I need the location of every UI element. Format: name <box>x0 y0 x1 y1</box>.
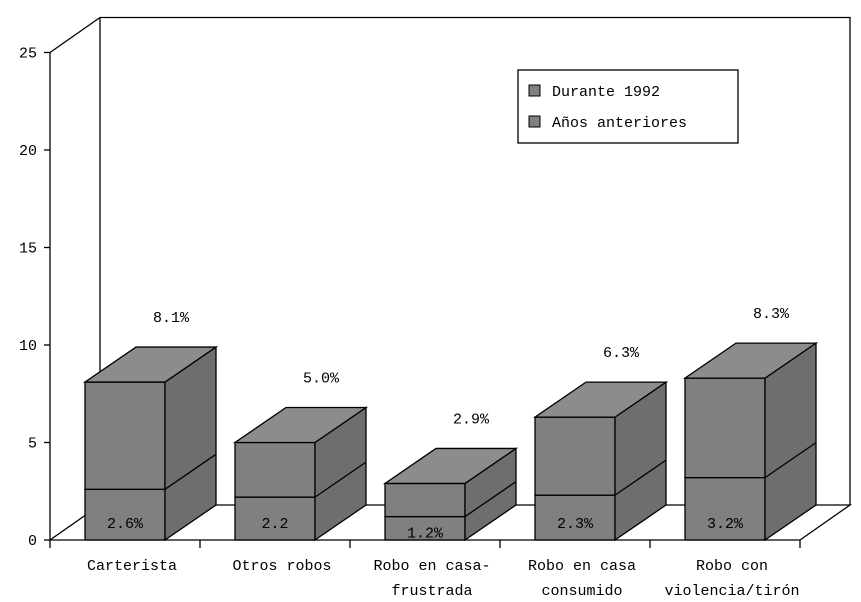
bar-total-label: 6.3% <box>603 345 640 362</box>
bar-side-divider <box>164 453 217 490</box>
x-category-label: violencia/tirón <box>664 583 799 600</box>
bar-bottom-label: 2.6% <box>107 516 144 533</box>
bar-top-face <box>82 346 219 383</box>
bar-side-divider <box>464 481 517 518</box>
y-axis: 0 5 10 15 20 25 <box>19 46 50 550</box>
legend: Durante 1992 Años anteriores <box>517 69 739 144</box>
bar-total-label: 5.0% <box>303 371 340 388</box>
y-tick-label: 15 <box>19 241 37 258</box>
bar-group: 1.2% 2.9% <box>382 411 519 543</box>
bar-group: 2.2 5.0% <box>232 371 369 542</box>
bar-segment-durante-1992 <box>234 441 316 498</box>
legend-box <box>517 69 739 144</box>
bar-segment-durante-1992 <box>534 416 616 496</box>
bar-side-divider <box>614 459 667 496</box>
bar-top-face <box>232 406 369 444</box>
bar-top-face <box>532 381 669 418</box>
bar-side-divider <box>764 442 817 479</box>
legend-swatch-durante-1992 <box>528 84 541 97</box>
x-category-label: frustrada <box>391 583 472 600</box>
bars: 2.6% 8.1% 2.2 5.0% 1.2% 2.9% 2.3% 6.3% 3.2% 8.3% <box>82 306 819 543</box>
bar-side-divider <box>314 461 367 498</box>
x-axis: Carterista Otros robos Robo en casa-frustr… <box>49 540 801 600</box>
legend-label-anos-anteriores: Años anteriores <box>552 115 687 132</box>
bar-bottom-label: 3.2% <box>707 516 744 533</box>
bar-bottom-label: 2.2 <box>261 516 288 533</box>
bar-top-face <box>382 447 519 485</box>
bar-top-face <box>682 342 819 379</box>
y-tick-label: 10 <box>19 338 37 355</box>
legend-swatch-anos-anteriores <box>528 115 541 128</box>
bar-segment-durante-1992 <box>84 381 166 490</box>
legend-label-durante-1992: Durante 1992 <box>552 84 660 101</box>
bar-segment-anos-anteriores <box>684 476 766 541</box>
y-tick-label: 20 <box>19 143 37 160</box>
x-category-label: consumido <box>541 583 622 600</box>
bar-group: 2.3% 6.3% <box>532 345 669 542</box>
bar-total-label: 8.3% <box>753 306 790 323</box>
x-category-label: Otros robos <box>232 558 331 575</box>
y-tick-label: 25 <box>19 46 37 63</box>
bar-bottom-label: 1.2% <box>407 526 444 543</box>
bar-segment-anos-anteriores <box>534 494 616 541</box>
bar-segment-durante-1992 <box>384 482 466 518</box>
bar-total-label: 2.9% <box>453 411 490 428</box>
bar-group: 3.2% 8.3% <box>682 306 819 542</box>
x-category-label: Carterista <box>87 558 177 575</box>
x-category-label: Robo en casa- <box>373 558 490 575</box>
y-tick-label: 0 <box>28 533 37 550</box>
bar-bottom-label: 2.3% <box>557 516 594 533</box>
bar-segment-anos-anteriores <box>234 496 316 541</box>
bar-segment-durante-1992 <box>684 377 766 479</box>
x-category-label: Robo en casa <box>528 558 636 575</box>
bar-total-label: 8.1% <box>153 310 190 327</box>
back-wall-outline <box>49 16 851 505</box>
bar-group: 2.6% 8.1% <box>82 310 219 542</box>
x-category-label: Robo con <box>696 558 768 575</box>
y-tick-label: 5 <box>28 436 37 453</box>
